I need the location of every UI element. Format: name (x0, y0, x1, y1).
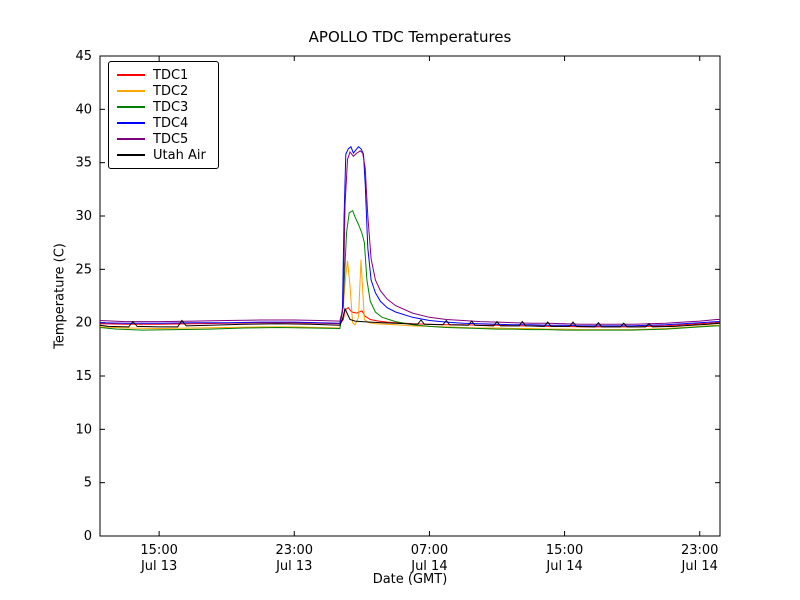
y-tick-label: 35 (75, 156, 92, 171)
x-tick-label: Jul 14 (545, 559, 582, 574)
axes-frame (99, 55, 721, 537)
x-axis-label: Date (GMT) (372, 572, 448, 587)
legend-label: TDC3 (153, 99, 189, 115)
x-tick-label: 07:00 (411, 543, 448, 558)
y-tick-label: 15 (75, 369, 92, 384)
x-tick-label: 15:00 (140, 543, 177, 558)
x-tick-label: 23:00 (681, 543, 718, 558)
legend-label: Utah Air (153, 147, 206, 163)
y-tick-label: 0 (84, 529, 92, 544)
legend-item: TDC1 (117, 67, 206, 83)
legend-item: TDC3 (117, 99, 206, 115)
legend-item: TDC5 (117, 131, 206, 147)
chart-title: APOLLO TDC Temperatures (308, 28, 512, 46)
legend-item: TDC2 (117, 83, 206, 99)
legend-line-swatch (117, 154, 145, 156)
series-line-tdc2 (99, 259, 720, 331)
legend: TDC1 TDC2 TDC3 TDC4 TDC5 Utah Air (108, 61, 219, 169)
legend-label: TDC5 (153, 131, 189, 147)
x-tick-label: 15:00 (546, 543, 583, 558)
legend-label: TDC4 (153, 115, 189, 131)
legend-line-swatch (117, 138, 145, 140)
x-tick-label: 23:00 (276, 543, 313, 558)
legend-item: TDC4 (117, 115, 206, 131)
y-tick-label: 45 (75, 49, 92, 64)
x-tick-label: Jul 14 (410, 559, 447, 574)
legend-label: TDC1 (153, 67, 189, 83)
series-line-tdc4 (99, 145, 720, 327)
y-tick-label: 40 (75, 102, 92, 117)
x-tick-label: Jul 13 (140, 559, 177, 574)
legend-label: TDC2 (153, 83, 189, 99)
y-tick-label: 5 (84, 476, 92, 491)
y-tick-label: 20 (75, 316, 92, 331)
legend-line-swatch (117, 90, 145, 92)
y-tick-label: 10 (75, 422, 92, 437)
y-tick-label: 25 (75, 262, 92, 277)
series-line-tdc3 (99, 209, 720, 331)
legend-item: Utah Air (117, 147, 206, 163)
x-tick-label: Jul 14 (681, 559, 718, 574)
legend-line-swatch (117, 74, 145, 76)
y-tick-label: 30 (75, 209, 92, 224)
legend-line-swatch (117, 106, 145, 108)
x-tick-label: Jul 13 (275, 559, 312, 574)
series-line-tdc5 (99, 150, 720, 325)
series-line-utah-air (99, 307, 721, 328)
legend-line-swatch (117, 122, 145, 124)
